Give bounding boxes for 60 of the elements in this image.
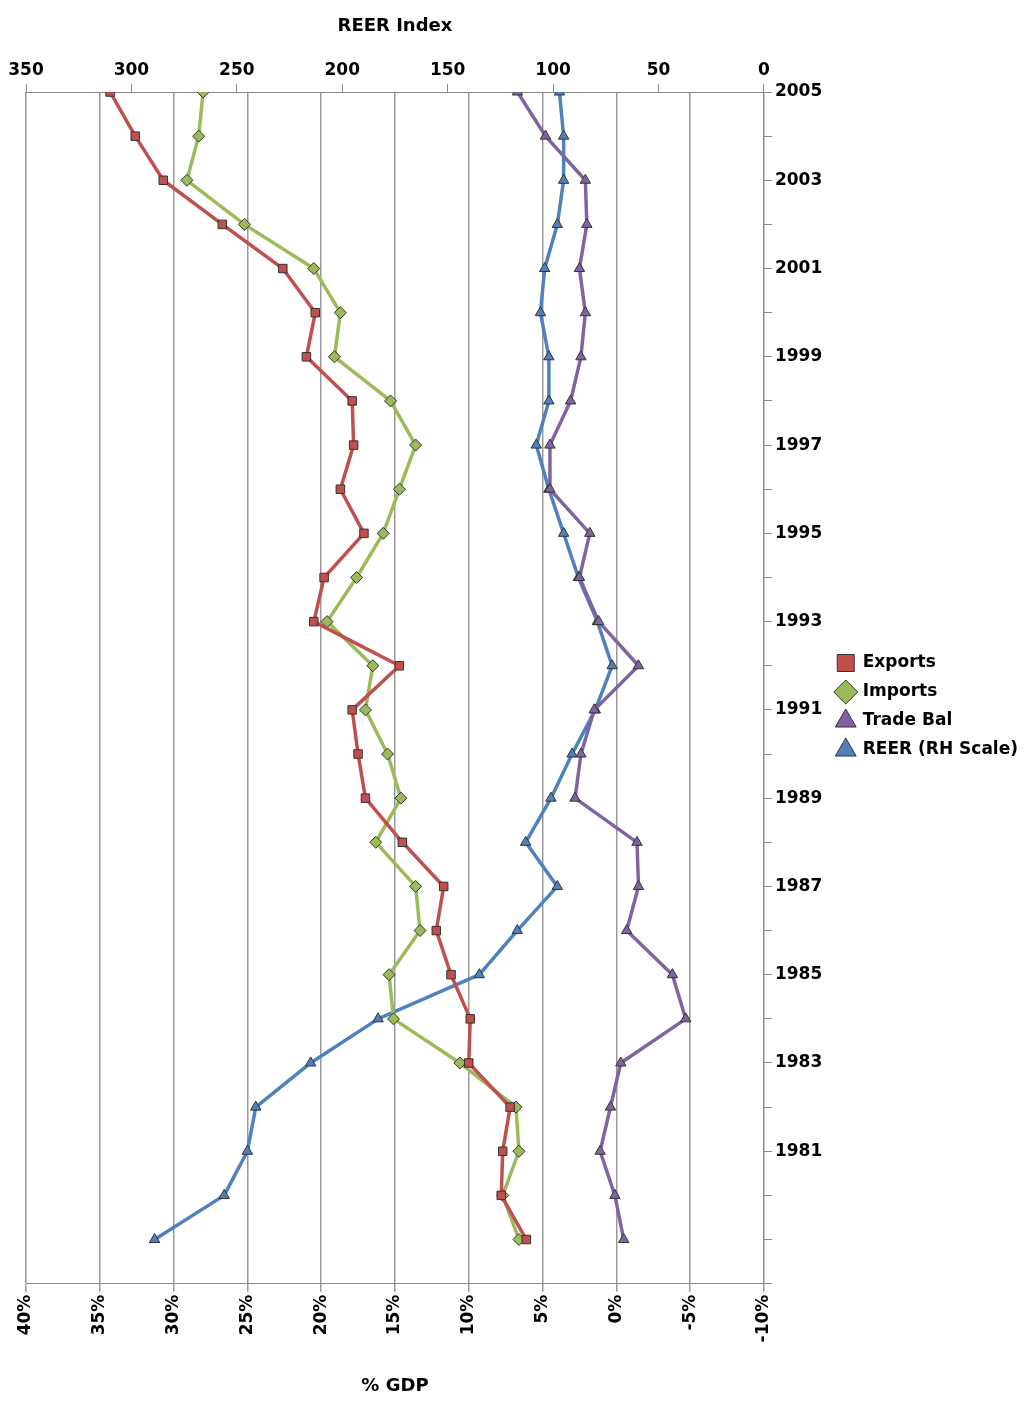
y-tick-label: 1981: [774, 1139, 823, 1160]
legend-label: Imports: [862, 680, 938, 701]
point: [530, 438, 542, 449]
y-tick-label: 1997: [774, 433, 823, 454]
point: [218, 1188, 230, 1199]
point: [538, 262, 551, 273]
point: [551, 879, 564, 890]
x-tick-label: 30%: [162, 1294, 183, 1336]
point: [241, 1144, 254, 1155]
x2-tick-label: 150: [429, 59, 466, 80]
y-tick-label: 1995: [774, 521, 823, 542]
y-tick-label: 1991: [774, 698, 823, 719]
y-tick-label: 1993: [774, 610, 823, 631]
x-tick-label: 20%: [309, 1294, 330, 1336]
point: [543, 394, 555, 405]
x2-tick-label: 250: [219, 59, 255, 80]
point: [606, 659, 618, 670]
legend-label: Exports: [862, 651, 936, 672]
y-tick-label: 2001: [774, 256, 823, 277]
x-axis-title: % GDP: [361, 1373, 429, 1395]
x2-tick-label: 0: [758, 59, 771, 80]
x2-axis-title: REER Index: [337, 14, 453, 36]
x-tick-label: -10%: [752, 1294, 773, 1343]
y-tick-label: 1983: [774, 1051, 823, 1072]
point: [551, 217, 564, 228]
x-tick-label: 25%: [235, 1294, 256, 1336]
y-tick-label: 2003: [774, 168, 823, 189]
x-tick-label: 40%: [14, 1294, 35, 1336]
x2-tick-label: 200: [324, 59, 361, 80]
point: [534, 306, 547, 317]
point: [372, 1012, 384, 1023]
x-tick-label: -5%: [678, 1294, 699, 1331]
point: [304, 1056, 317, 1067]
point: [473, 968, 485, 979]
x-tick-label: 5%: [530, 1294, 551, 1324]
y-tick-label: 1987: [774, 874, 823, 895]
point: [557, 526, 570, 537]
point: [250, 1100, 262, 1111]
x2-tick-label: 100: [535, 59, 571, 80]
x-tick-label: 15%: [383, 1294, 404, 1336]
point: [557, 173, 570, 184]
legend-label: Trade Bal: [862, 709, 953, 730]
y-tick-label: 1985: [774, 963, 823, 984]
point: [545, 791, 557, 802]
point: [566, 747, 578, 758]
x2-tick-label: 50: [646, 59, 671, 80]
point: [543, 350, 555, 361]
legend-label: REER (RH Scale): [862, 738, 1018, 759]
x2-tick-label: 300: [113, 59, 150, 80]
y-tick-label: 1989: [774, 786, 823, 807]
point: [511, 924, 523, 935]
point: [519, 835, 532, 846]
point: [557, 129, 570, 140]
x-tick-label: 35%: [88, 1294, 109, 1336]
x-tick-label: 10%: [457, 1294, 478, 1336]
x2-tick-label: 350: [8, 59, 44, 80]
y-tick-label: 1999: [774, 345, 823, 366]
y-tick-label: 2005: [774, 80, 823, 101]
x-tick-label: 0%: [604, 1294, 625, 1324]
point: [148, 1233, 161, 1244]
